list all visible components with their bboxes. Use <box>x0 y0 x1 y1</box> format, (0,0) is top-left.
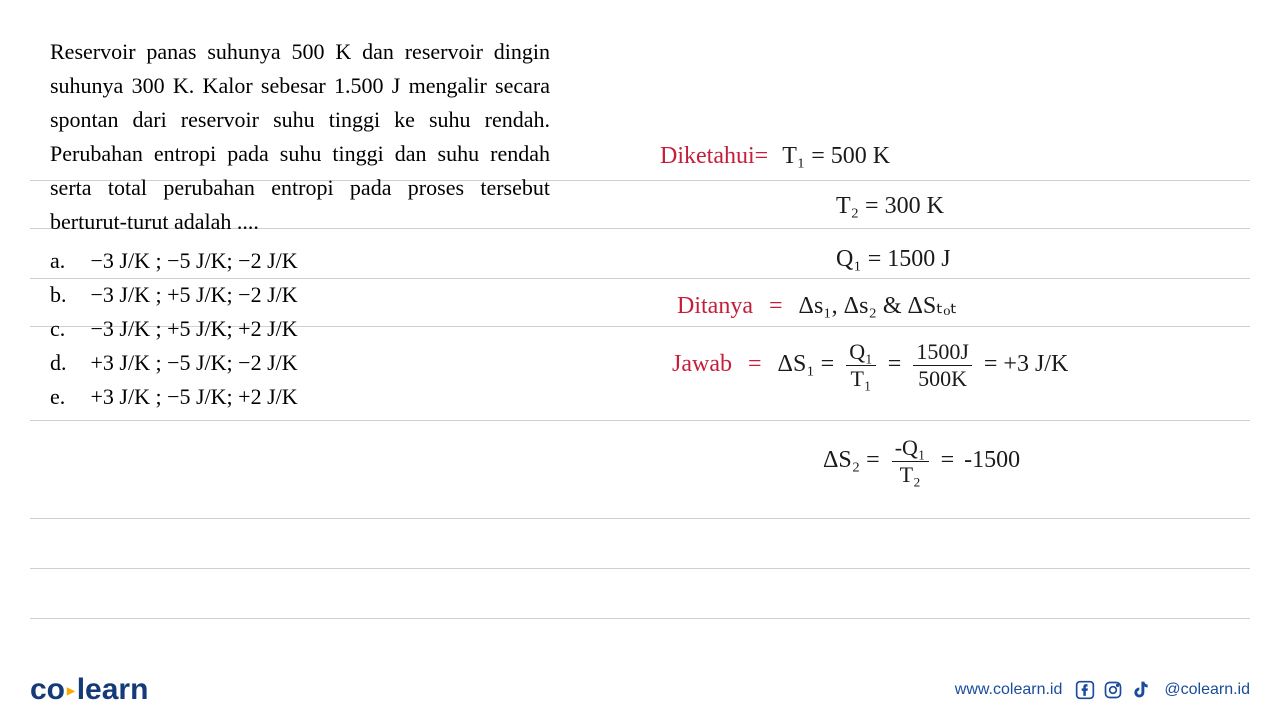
option-text: +3 J/K ; −5 J/K; +2 J/K <box>91 384 298 409</box>
diketahui-label: Diketahui= <box>660 143 768 169</box>
logo-accent-icon: ▶ <box>67 686 75 697</box>
result-1: = +3 J/K <box>984 351 1068 377</box>
option-label: c. <box>50 312 85 346</box>
option-d: d. +3 J/K ; −5 J/K; −2 J/K <box>50 346 1250 380</box>
website-url: www.colearn.id <box>955 681 1063 699</box>
ditanya-label: Ditanya <box>677 293 753 319</box>
content-area: Reservoir panas suhunya 500 K dan reserv… <box>50 35 1250 650</box>
ds2-left: ΔS₂ = <box>823 447 880 473</box>
m1500: -1500 <box>964 447 1020 473</box>
eq-sign: = <box>769 293 783 319</box>
ds2-row: ΔS₂ = -Q₁ T₂ = -1500 <box>823 437 1020 486</box>
eq-sign: = <box>941 447 955 473</box>
footer-right: www.colearn.id @colearn.id <box>955 679 1250 701</box>
diketahui-row: Diketahui= T₁ = 500 K <box>660 140 890 174</box>
t2-value: T₂ = 300 K <box>836 190 944 224</box>
frac-den: T₁ <box>846 366 876 390</box>
frac-den: 500K <box>913 366 972 390</box>
eq-sign: = <box>888 351 902 377</box>
option-text: −3 J/K ; +5 J/K; +2 J/K <box>91 316 298 341</box>
eq-sign: = <box>748 351 762 377</box>
frac-den: T₂ <box>892 462 929 486</box>
option-a: a. −3 J/K ; −5 J/K; −2 J/K <box>50 244 1250 278</box>
frac-num: -Q₁ <box>892 437 929 462</box>
fraction-mq1-t2: -Q₁ T₂ <box>892 437 929 486</box>
fraction-1500-500: 1500J 500K <box>913 341 972 390</box>
option-label: e. <box>50 380 85 414</box>
social-handle: @colearn.id <box>1164 681 1250 699</box>
option-label: a. <box>50 244 85 278</box>
option-label: b. <box>50 278 85 312</box>
social-icons <box>1074 679 1152 701</box>
ditanya-row: Ditanya = Δs₁, Δs₂ & ΔSₜₒₜ <box>677 290 957 324</box>
option-c: c. −3 J/K ; +5 J/K; +2 J/K <box>50 312 1250 346</box>
option-text: −3 J/K ; −5 J/K; −2 J/K <box>91 248 298 273</box>
tiktok-icon <box>1130 679 1152 701</box>
t1-value: T₁ = 500 K <box>782 143 890 169</box>
footer: co▶learn www.colearn.id @colearn.id <box>0 660 1280 720</box>
jawab-label: Jawab <box>672 351 732 377</box>
option-b: b. −3 J/K ; +5 J/K; −2 J/K <box>50 278 1250 312</box>
options-list: a. −3 J/K ; −5 J/K; −2 J/K b. −3 J/K ; +… <box>50 244 1250 414</box>
option-label: d. <box>50 346 85 380</box>
ds1-left: ΔS₁ = <box>778 351 835 377</box>
jawab-row: Jawab = ΔS₁ = Q₁ T₁ = 1500J 500K = +3 J/… <box>672 341 1068 390</box>
fraction-q1-t1: Q₁ T₁ <box>846 341 876 390</box>
q1-value: Q₁ = 1500 J <box>836 243 951 277</box>
option-e: e. +3 J/K ; −5 J/K; +2 J/K <box>50 380 1250 414</box>
brand-logo: co▶learn <box>30 673 148 707</box>
frac-num: Q₁ <box>846 341 876 366</box>
instagram-icon <box>1102 679 1124 701</box>
facebook-icon <box>1074 679 1096 701</box>
ditanya-content: Δs₁, Δs₂ & ΔSₜₒₜ <box>799 293 958 319</box>
question-text: Reservoir panas suhunya 500 K dan reserv… <box>50 35 550 240</box>
option-text: −3 J/K ; +5 J/K; −2 J/K <box>91 282 298 307</box>
option-text: +3 J/K ; −5 J/K; −2 J/K <box>91 350 298 375</box>
frac-num: 1500J <box>913 341 972 366</box>
